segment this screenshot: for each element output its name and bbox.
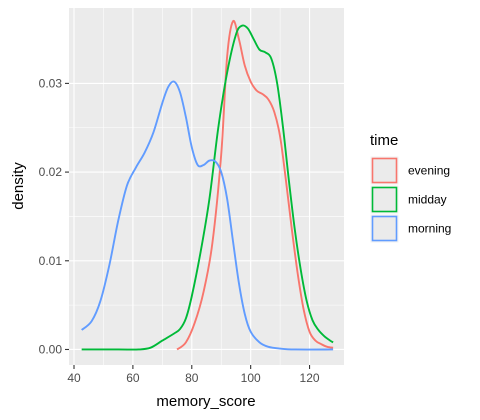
legend-label-morning: morning — [408, 222, 451, 236]
series-line-evening — [176, 19, 334, 351]
legend: time evening midday morning — [369, 132, 451, 244]
y-axis-title: density — [10, 162, 27, 210]
y-tick-label: 0.02 — [39, 165, 63, 179]
legend-swatch-midday — [371, 186, 398, 213]
x-tick-label: 80 — [185, 371, 199, 385]
x-tick-label: 60 — [126, 371, 140, 385]
x-axis-ticks: 40 60 80 100 120 — [67, 365, 320, 385]
legend-title: time — [370, 132, 398, 149]
y-axis-ticks: 0.00 0.01 0.02 0.03 — [39, 76, 69, 356]
series-line-morning — [81, 80, 334, 351]
y-tick-label: 0.03 — [39, 76, 63, 90]
legend-swatch-morning — [371, 215, 398, 242]
series-layer — [81, 19, 334, 351]
x-axis-title: memory_score — [156, 393, 255, 410]
legend-swatch-evening — [371, 157, 398, 184]
legend-label-midday: midday — [408, 193, 447, 207]
y-tick-label: 0.01 — [39, 254, 63, 268]
x-tick-label: 100 — [241, 371, 261, 385]
y-tick-label: 0.00 — [39, 342, 63, 356]
x-tick-label: 40 — [67, 371, 81, 385]
series-line-midday — [81, 24, 334, 351]
x-tick-label: 120 — [300, 371, 320, 385]
panel-background — [69, 8, 344, 365]
legend-label-evening: evening — [408, 164, 450, 178]
